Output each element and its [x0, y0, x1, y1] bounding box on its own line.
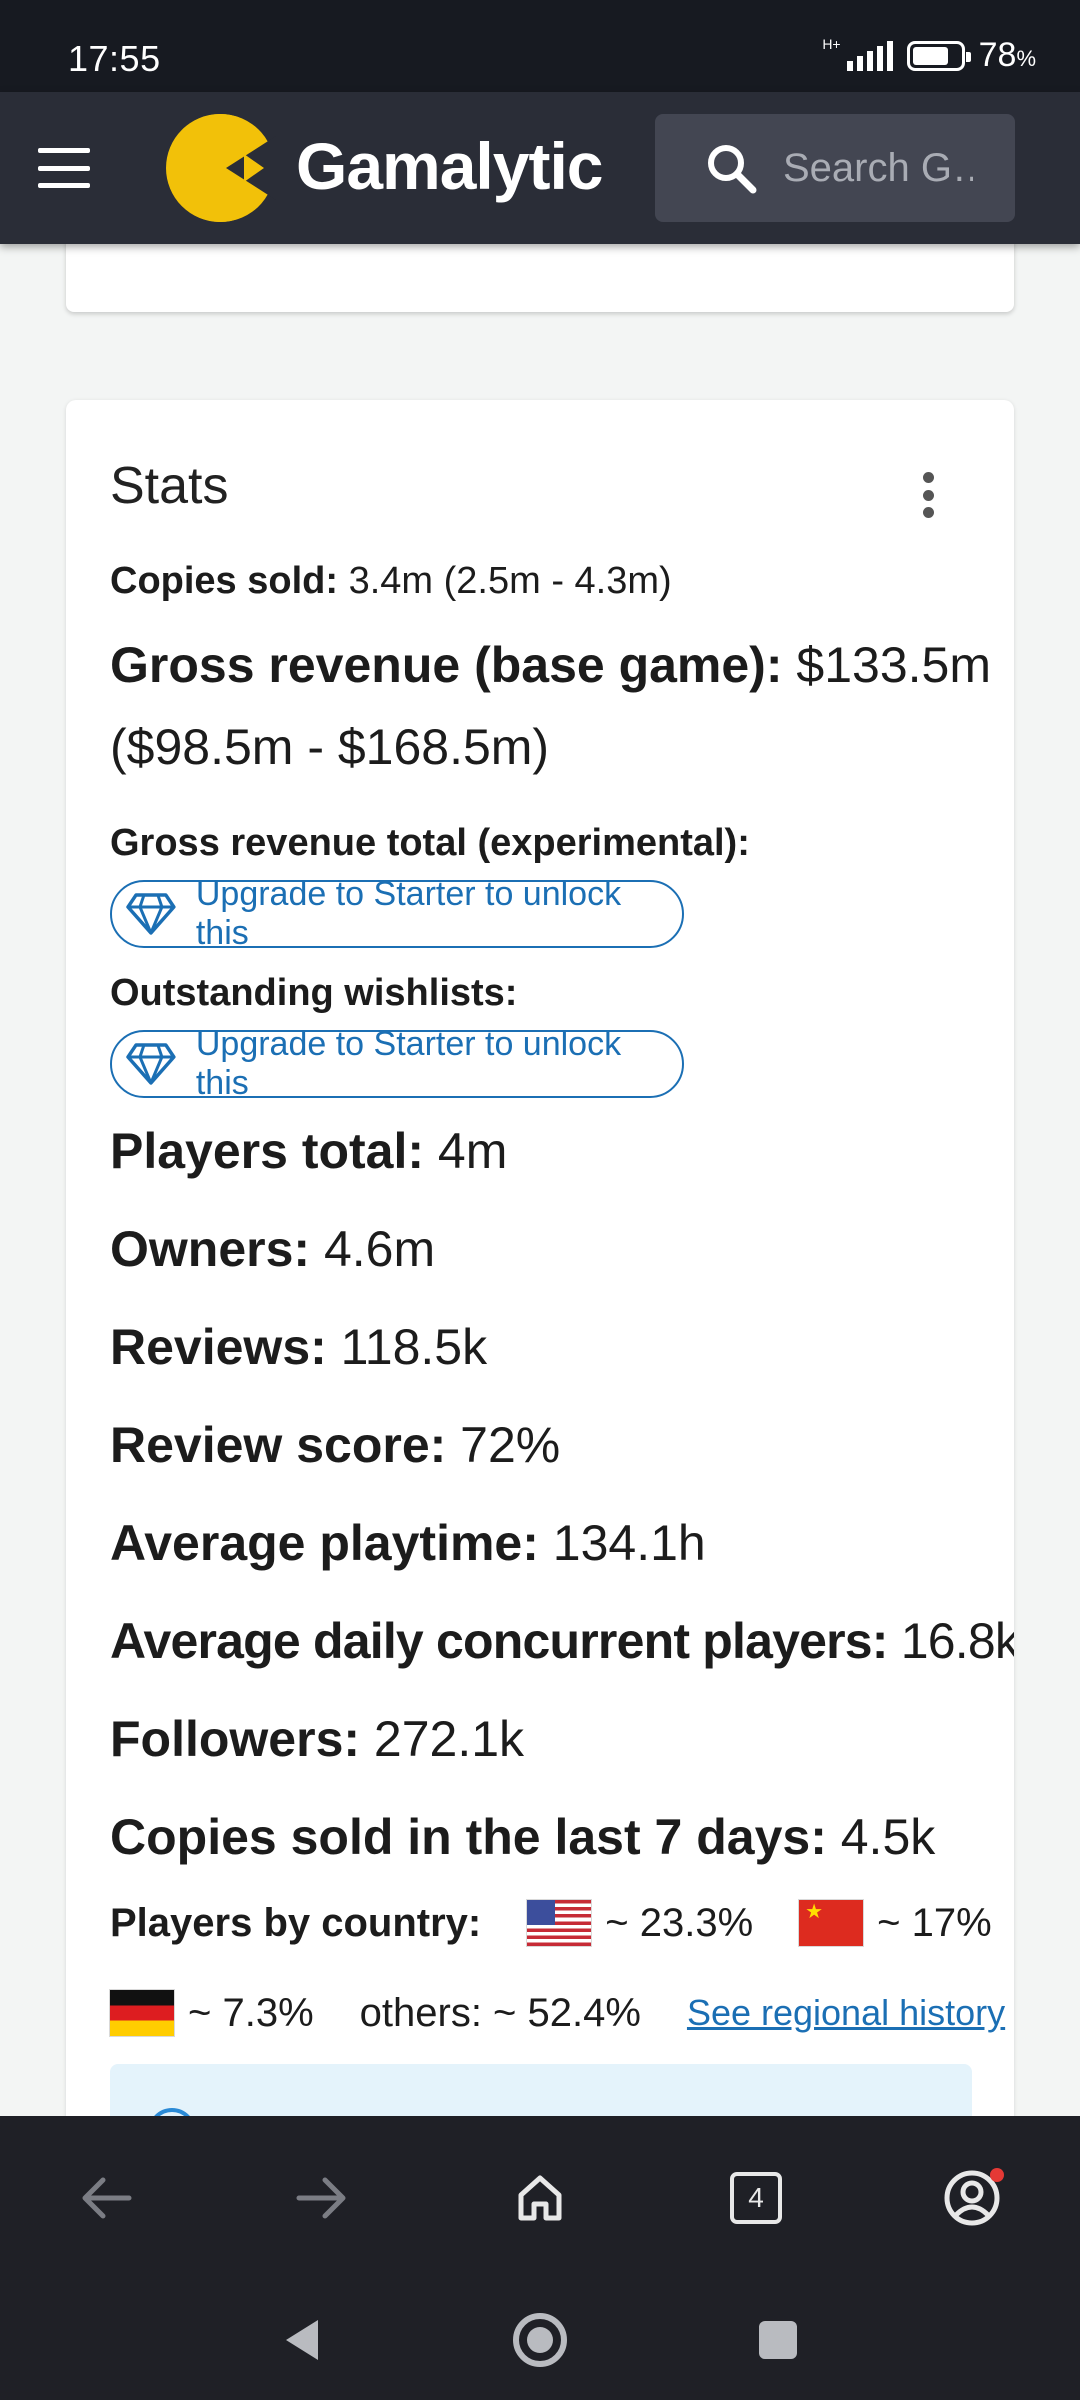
status-bar: 17:55 H+ 78% — [0, 0, 1080, 92]
card-title: Stats — [110, 457, 229, 515]
copies-sold-value: 3.4m (2.5m - 4.3m) — [338, 560, 672, 602]
upgrade-text: Upgrade to Starter to unlock this — [195, 1025, 622, 1102]
upgrade-button-revenue[interactable]: Upgrade to Starter to unlock this — [110, 875, 684, 952]
owners: Owners: 4.6m — [110, 1221, 436, 1277]
network-type: H+ — [822, 35, 841, 52]
average-playtime: Average playtime: 134.1h — [110, 1515, 706, 1571]
outstanding-wishlists-label: Outstanding wishlists: — [110, 972, 518, 1014]
system-navigation-bar — [0, 2276, 1080, 2400]
de-flag-icon — [110, 1990, 174, 2036]
brand-name[interactable]: Gamalytic — [296, 129, 603, 203]
upgrade-button-wishlists[interactable]: Upgrade to Starter to unlock this — [110, 1025, 684, 1102]
country-value-cn: ~ 17% — [877, 1900, 992, 1945]
system-home-icon[interactable] — [500, 2300, 580, 2380]
battery-icon — [906, 40, 971, 71]
search-icon — [708, 145, 757, 194]
gross-revenue-label: Gross revenue (base game): — [110, 637, 783, 693]
forward-arrow-icon[interactable] — [282, 2158, 362, 2238]
status-time: 17:55 — [68, 38, 161, 79]
gross-revenue-total-label: Gross revenue total (experimental): — [110, 822, 750, 864]
hamburger-menu-icon[interactable] — [38, 148, 90, 188]
browser-toolbar: 4 — [0, 2116, 1080, 2276]
reviews: Reviews: 118.5k — [110, 1319, 488, 1375]
upgrade-text: Upgrade to Starter to unlock this — [195, 875, 622, 952]
players-by-country: Players by country: ~ 23.3% ~ 17% — [110, 1900, 992, 1946]
home-icon[interactable] — [500, 2158, 580, 2238]
review-score: Review score: 72% — [110, 1417, 561, 1473]
gross-revenue-range: ($98.5m - $168.5m) — [110, 719, 550, 775]
gamalytic-logo[interactable] — [164, 112, 276, 224]
copies-sold-label: Copies sold: — [110, 560, 339, 602]
country-value-de: ~ 7.3% — [188, 1990, 314, 2035]
notification-dot — [990, 2168, 1004, 2182]
back-arrow-icon[interactable] — [66, 2158, 146, 2238]
status-icons: H+ 78% — [822, 36, 1036, 75]
tabs-button[interactable]: 4 — [716, 2158, 796, 2238]
players-by-country-row2: ~ 7.3% others: ~ 52.4% See regional hist… — [110, 1990, 1005, 2036]
cn-flag-icon — [799, 1900, 864, 1946]
profile-icon[interactable] — [932, 2158, 1012, 2238]
players-by-country-label: Players by country: — [110, 1900, 482, 1945]
app-bar: Gamalytic — [0, 92, 1080, 244]
gross-revenue-value: $133.5m — [782, 637, 991, 693]
country-value-us: ~ 23.3% — [605, 1900, 754, 1945]
signal-icon — [846, 40, 893, 71]
players-total: Players total: 4m — [110, 1123, 508, 1179]
gross-revenue: Gross revenue (base game): $133.5m — [110, 636, 991, 694]
system-recents-icon[interactable] — [738, 2300, 818, 2380]
more-options-icon[interactable] — [920, 472, 936, 518]
copies-sold-7-days: Copies sold in the last 7 days: 4.5k — [110, 1809, 936, 1865]
others-value: others: ~ 52.4% — [359, 1990, 641, 2035]
diamond-icon — [126, 1043, 176, 1085]
search-box[interactable] — [655, 114, 1015, 222]
tab-count: 4 — [730, 2172, 782, 2224]
copies-sold: Copies sold: 3.4m (2.5m - 4.3m) — [110, 560, 672, 603]
average-concurrent-players: Average daily concurrent players: 16.8k — [110, 1613, 1014, 1669]
diamond-icon — [126, 893, 176, 935]
see-regional-history-link[interactable]: See regional history — [686, 1992, 1006, 2033]
followers: Followers: 272.1k — [110, 1711, 525, 1767]
battery-level: 78% — [978, 36, 1036, 74]
us-flag-icon — [527, 1900, 592, 1946]
system-back-icon[interactable] — [262, 2300, 342, 2380]
stats-card: Stats Copies sold: 3.4m (2.5m - 4.3m) Gr… — [66, 400, 1014, 2140]
search-input[interactable] — [783, 145, 973, 191]
